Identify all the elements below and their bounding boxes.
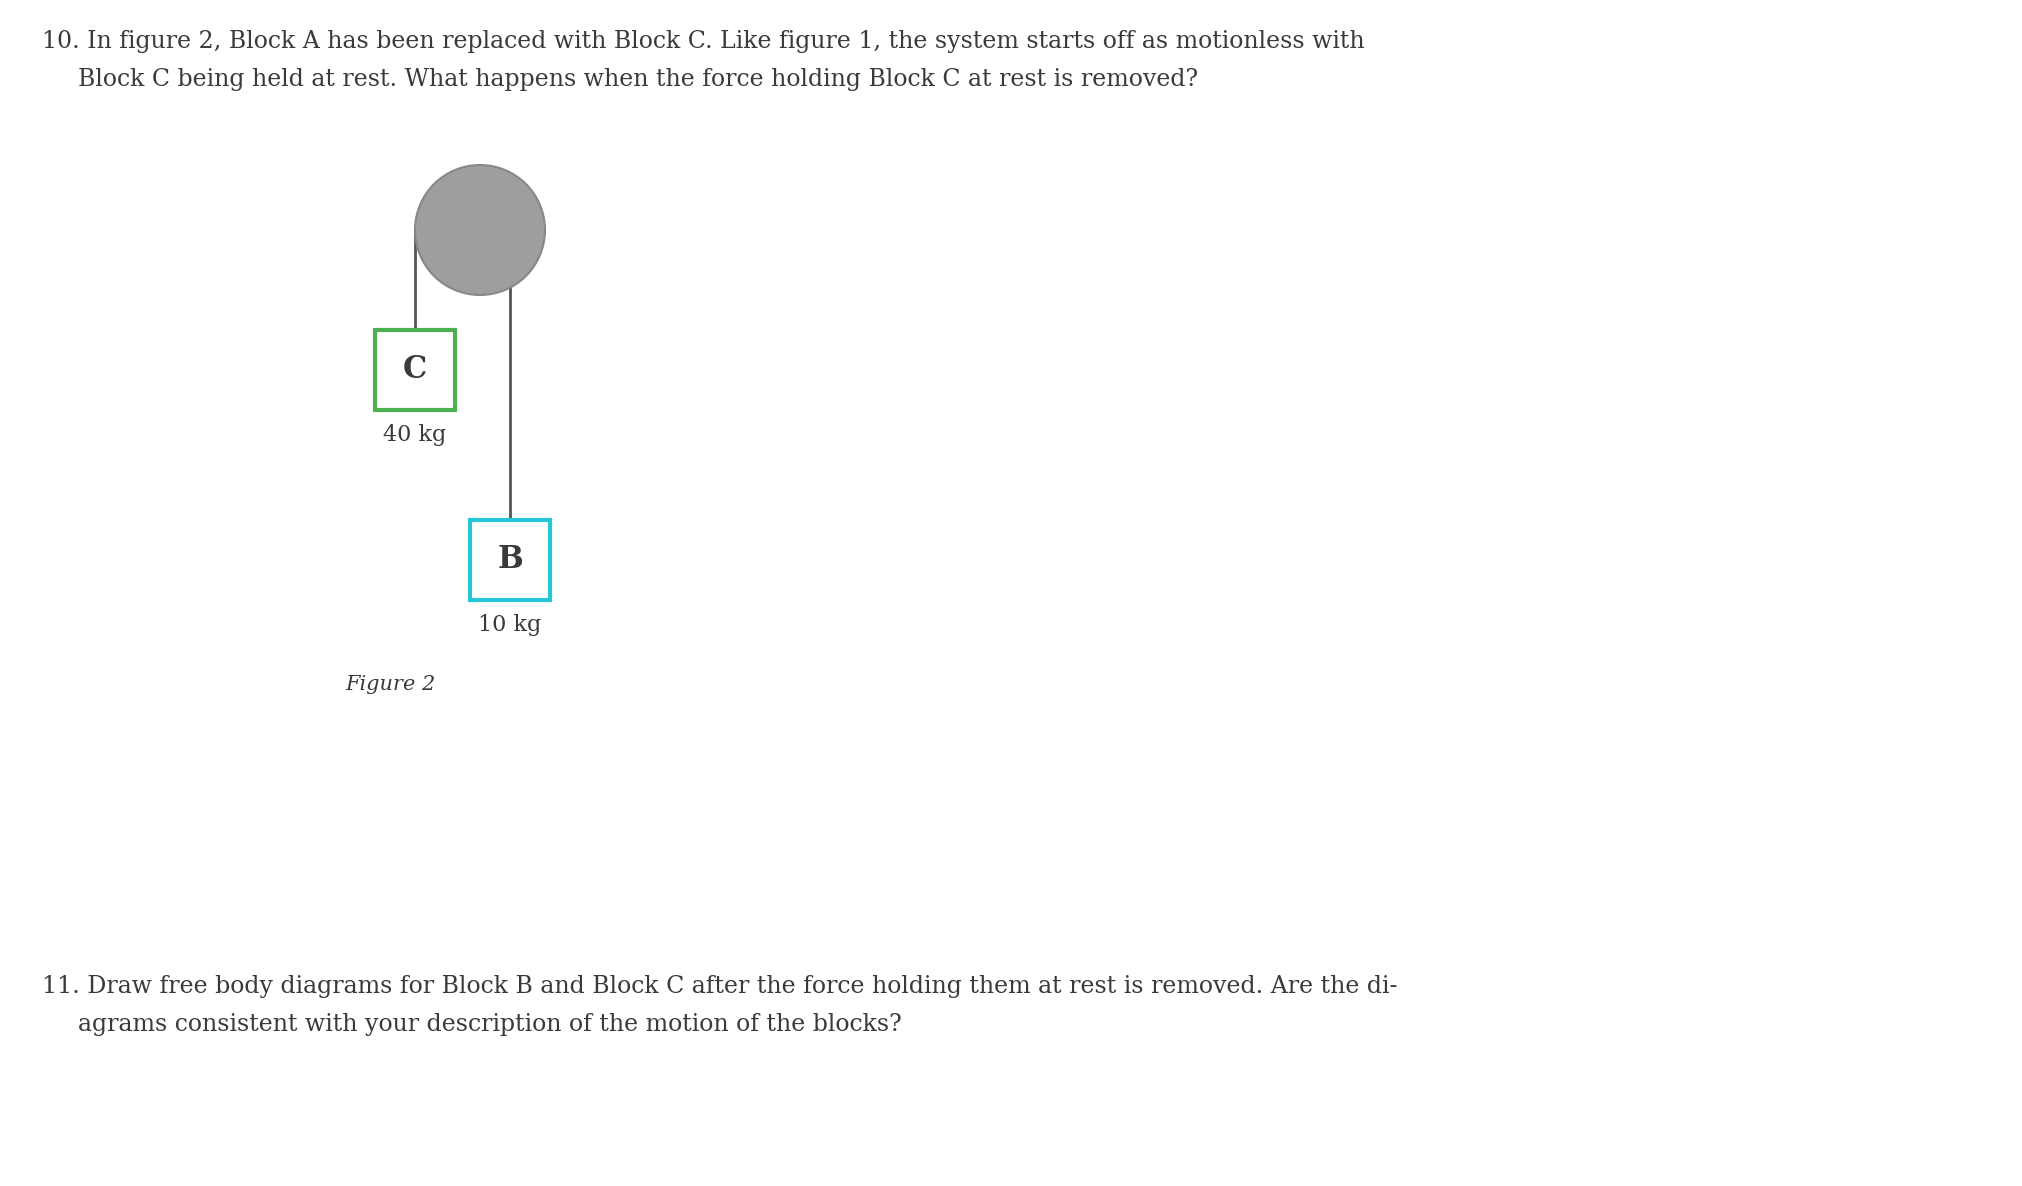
Text: C: C — [402, 355, 427, 385]
Text: 11. Draw free body diagrams for Block B and Block C after the force holding them: 11. Draw free body diagrams for Block B … — [42, 975, 1397, 997]
Text: 10 kg: 10 kg — [479, 614, 542, 636]
Text: Block C being held at rest. What happens when the force holding Block C at rest : Block C being held at rest. What happens… — [79, 68, 1199, 91]
Text: Figure 2: Figure 2 — [346, 675, 435, 694]
FancyBboxPatch shape — [469, 519, 550, 600]
FancyBboxPatch shape — [374, 330, 455, 410]
Text: 40 kg: 40 kg — [384, 425, 447, 446]
Circle shape — [415, 165, 546, 295]
Text: 10. In figure 2, Block A has been replaced with Block C. Like figure 1, the syst: 10. In figure 2, Block A has been replac… — [42, 30, 1365, 53]
Text: agrams consistent with your description of the motion of the blocks?: agrams consistent with your description … — [79, 1013, 902, 1037]
Text: B: B — [497, 544, 524, 575]
